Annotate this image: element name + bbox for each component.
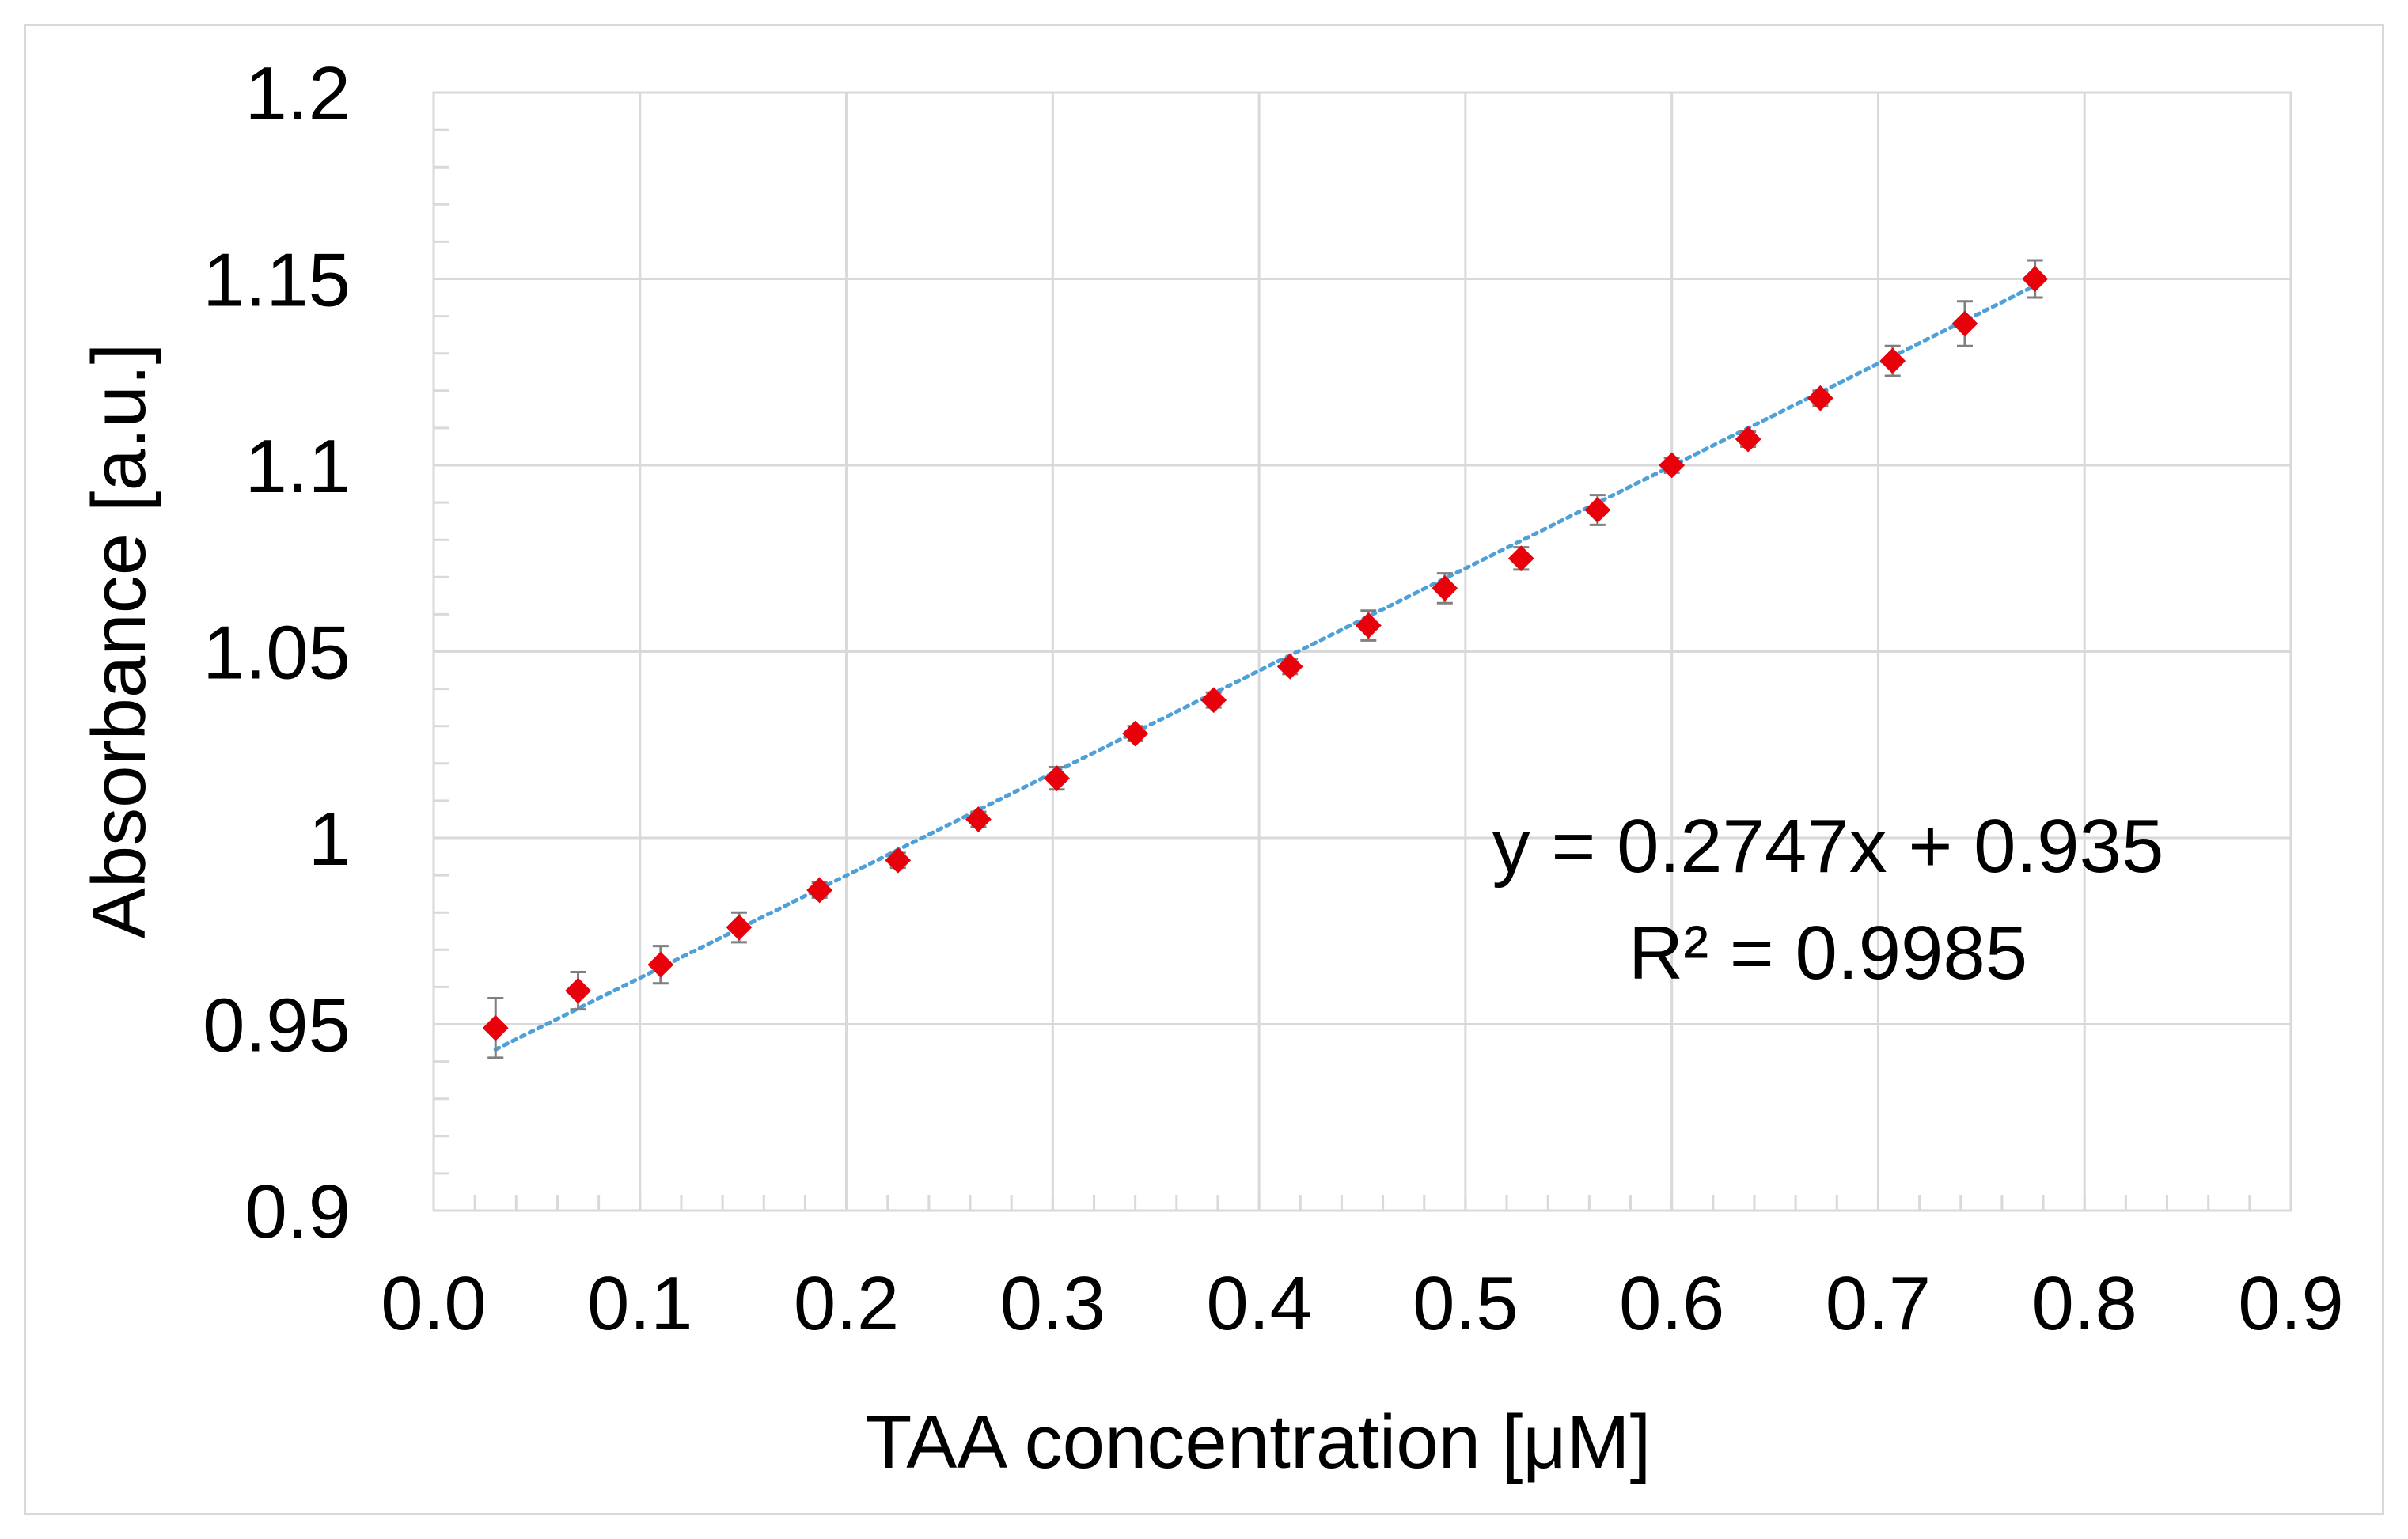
minor-ticks bbox=[432, 91, 2292, 1212]
data-point bbox=[1044, 765, 1070, 792]
y-tick-label: 1.15 bbox=[203, 238, 351, 323]
x-axis-title: TAA concentration [μM] bbox=[866, 1400, 1651, 1484]
data-point bbox=[1879, 347, 1906, 374]
data-point bbox=[565, 977, 591, 1004]
y-tick-label: 0.9 bbox=[245, 1169, 351, 1254]
x-tick-label: 0.2 bbox=[794, 1261, 899, 1346]
data-points bbox=[482, 266, 2049, 1041]
x-tick-label: 0.1 bbox=[587, 1261, 692, 1346]
data-point bbox=[1276, 653, 1303, 680]
data-point bbox=[1122, 720, 1149, 747]
data-point bbox=[1432, 575, 1458, 601]
x-tick-label: 0.7 bbox=[1826, 1261, 1931, 1346]
r-squared-label: R² = 0.9985 bbox=[1629, 911, 2027, 995]
data-point bbox=[1659, 452, 1686, 479]
trendline-path bbox=[493, 283, 2038, 1052]
data-point bbox=[1200, 687, 1227, 714]
data-point bbox=[1584, 497, 1611, 523]
x-tick-label: 0.3 bbox=[1000, 1261, 1105, 1346]
y-tick-label: 1 bbox=[309, 797, 351, 881]
y-tick-labels: 0.9 0.95 1 1.05 1.1 1.15 1.2 bbox=[203, 51, 351, 1254]
trendline bbox=[493, 283, 2038, 1052]
y-tick-label: 1.2 bbox=[245, 51, 351, 136]
chart-frame bbox=[24, 24, 2384, 1515]
data-point bbox=[726, 914, 753, 941]
y-tick-label: 1.1 bbox=[245, 424, 351, 509]
data-point bbox=[965, 806, 992, 832]
data-point bbox=[1735, 426, 1761, 453]
x-tick-label: 0.0 bbox=[381, 1261, 486, 1346]
data-point bbox=[647, 951, 674, 978]
x-tick-label: 0.5 bbox=[1413, 1261, 1518, 1346]
y-tick-label: 0.95 bbox=[203, 984, 351, 1068]
data-point bbox=[1355, 612, 1382, 639]
data-point bbox=[2022, 266, 2049, 292]
data-point bbox=[1807, 385, 1833, 411]
data-point bbox=[1951, 310, 1978, 337]
y-axis-title: Absorbance [a.u.] bbox=[77, 343, 161, 938]
grid-lines bbox=[432, 91, 2292, 1212]
data-point bbox=[482, 1014, 509, 1041]
x-tick-label: 0.8 bbox=[2031, 1261, 2137, 1346]
trendline-equation: y = 0.2747x + 0.935 bbox=[1492, 804, 2164, 889]
y-tick-label: 1.05 bbox=[203, 611, 351, 696]
x-tick-label: 0.9 bbox=[2238, 1261, 2343, 1346]
x-tick-label: 0.4 bbox=[1206, 1261, 1311, 1346]
x-tick-label: 0.6 bbox=[1619, 1261, 1724, 1346]
x-tick-labels: 0.0 0.1 0.2 0.3 0.4 0.5 0.6 0.7 0.8 0.9 bbox=[381, 1261, 2343, 1346]
data-point bbox=[806, 877, 833, 904]
data-point bbox=[1507, 545, 1534, 572]
data-point bbox=[885, 847, 912, 874]
